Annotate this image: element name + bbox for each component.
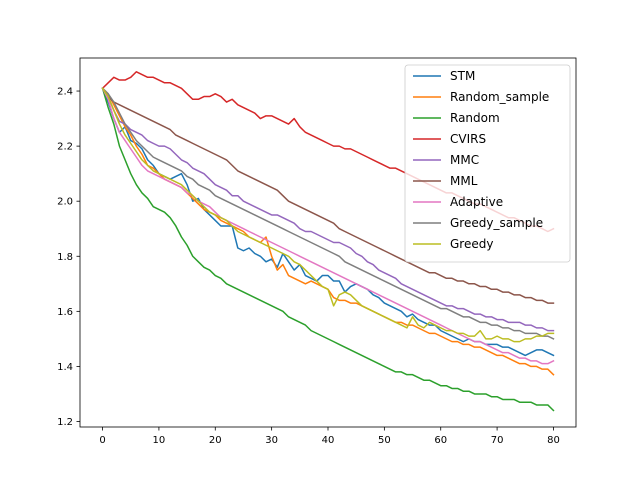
legend-label: Greedy (450, 237, 493, 251)
legend-label: Adaptive (450, 195, 503, 209)
series-line-mml (101, 87, 555, 304)
x-tick-label: 80 (547, 435, 560, 446)
legend-label: CVIRS (450, 132, 486, 146)
x-tick-label: 40 (322, 435, 335, 446)
x-tick-label: 0 (99, 435, 105, 446)
y-tick-label: 2.0 (57, 197, 73, 208)
legend-label: MML (450, 174, 478, 188)
series-line-random (101, 87, 555, 412)
series-line-greedy (101, 87, 555, 343)
y-tick-label: 1.6 (57, 307, 73, 318)
legend-label: STM (450, 69, 475, 83)
legend-label: Random_sample (450, 90, 549, 104)
series-line-greedy-sample (101, 87, 555, 340)
y-tick-label: 1.4 (57, 362, 73, 373)
legend-box (404, 64, 571, 263)
y-tick-label: 2.2 (57, 142, 73, 153)
legend: STM Random_sample Random CVIRS MMC MML Adaptiv… (404, 64, 571, 263)
series-line-adaptive (101, 87, 555, 365)
series-lines (101, 71, 555, 412)
x-tick-label: 30 (265, 435, 278, 446)
x-tick-label: 20 (209, 435, 222, 446)
x-tick-label: 10 (153, 435, 166, 446)
series-line-mmc (101, 87, 555, 332)
x-tick-label: 50 (378, 435, 391, 446)
legend-label: Greedy_sample (450, 216, 543, 230)
legend-label: Random (450, 111, 500, 125)
x-tick-label: 60 (434, 435, 447, 446)
axes: 0 10 20 30 40 50 60 70 80 1.2 1.4 1.6 1.8 2.0 2.2 2.4 (57, 57, 577, 446)
legend-label: MMC (450, 153, 479, 167)
y-tick-label: 1.8 (57, 252, 73, 263)
y-tick-label: 2.4 (57, 87, 73, 98)
x-tick-label: 70 (491, 435, 504, 446)
y-tick-label: 1.2 (57, 417, 73, 428)
